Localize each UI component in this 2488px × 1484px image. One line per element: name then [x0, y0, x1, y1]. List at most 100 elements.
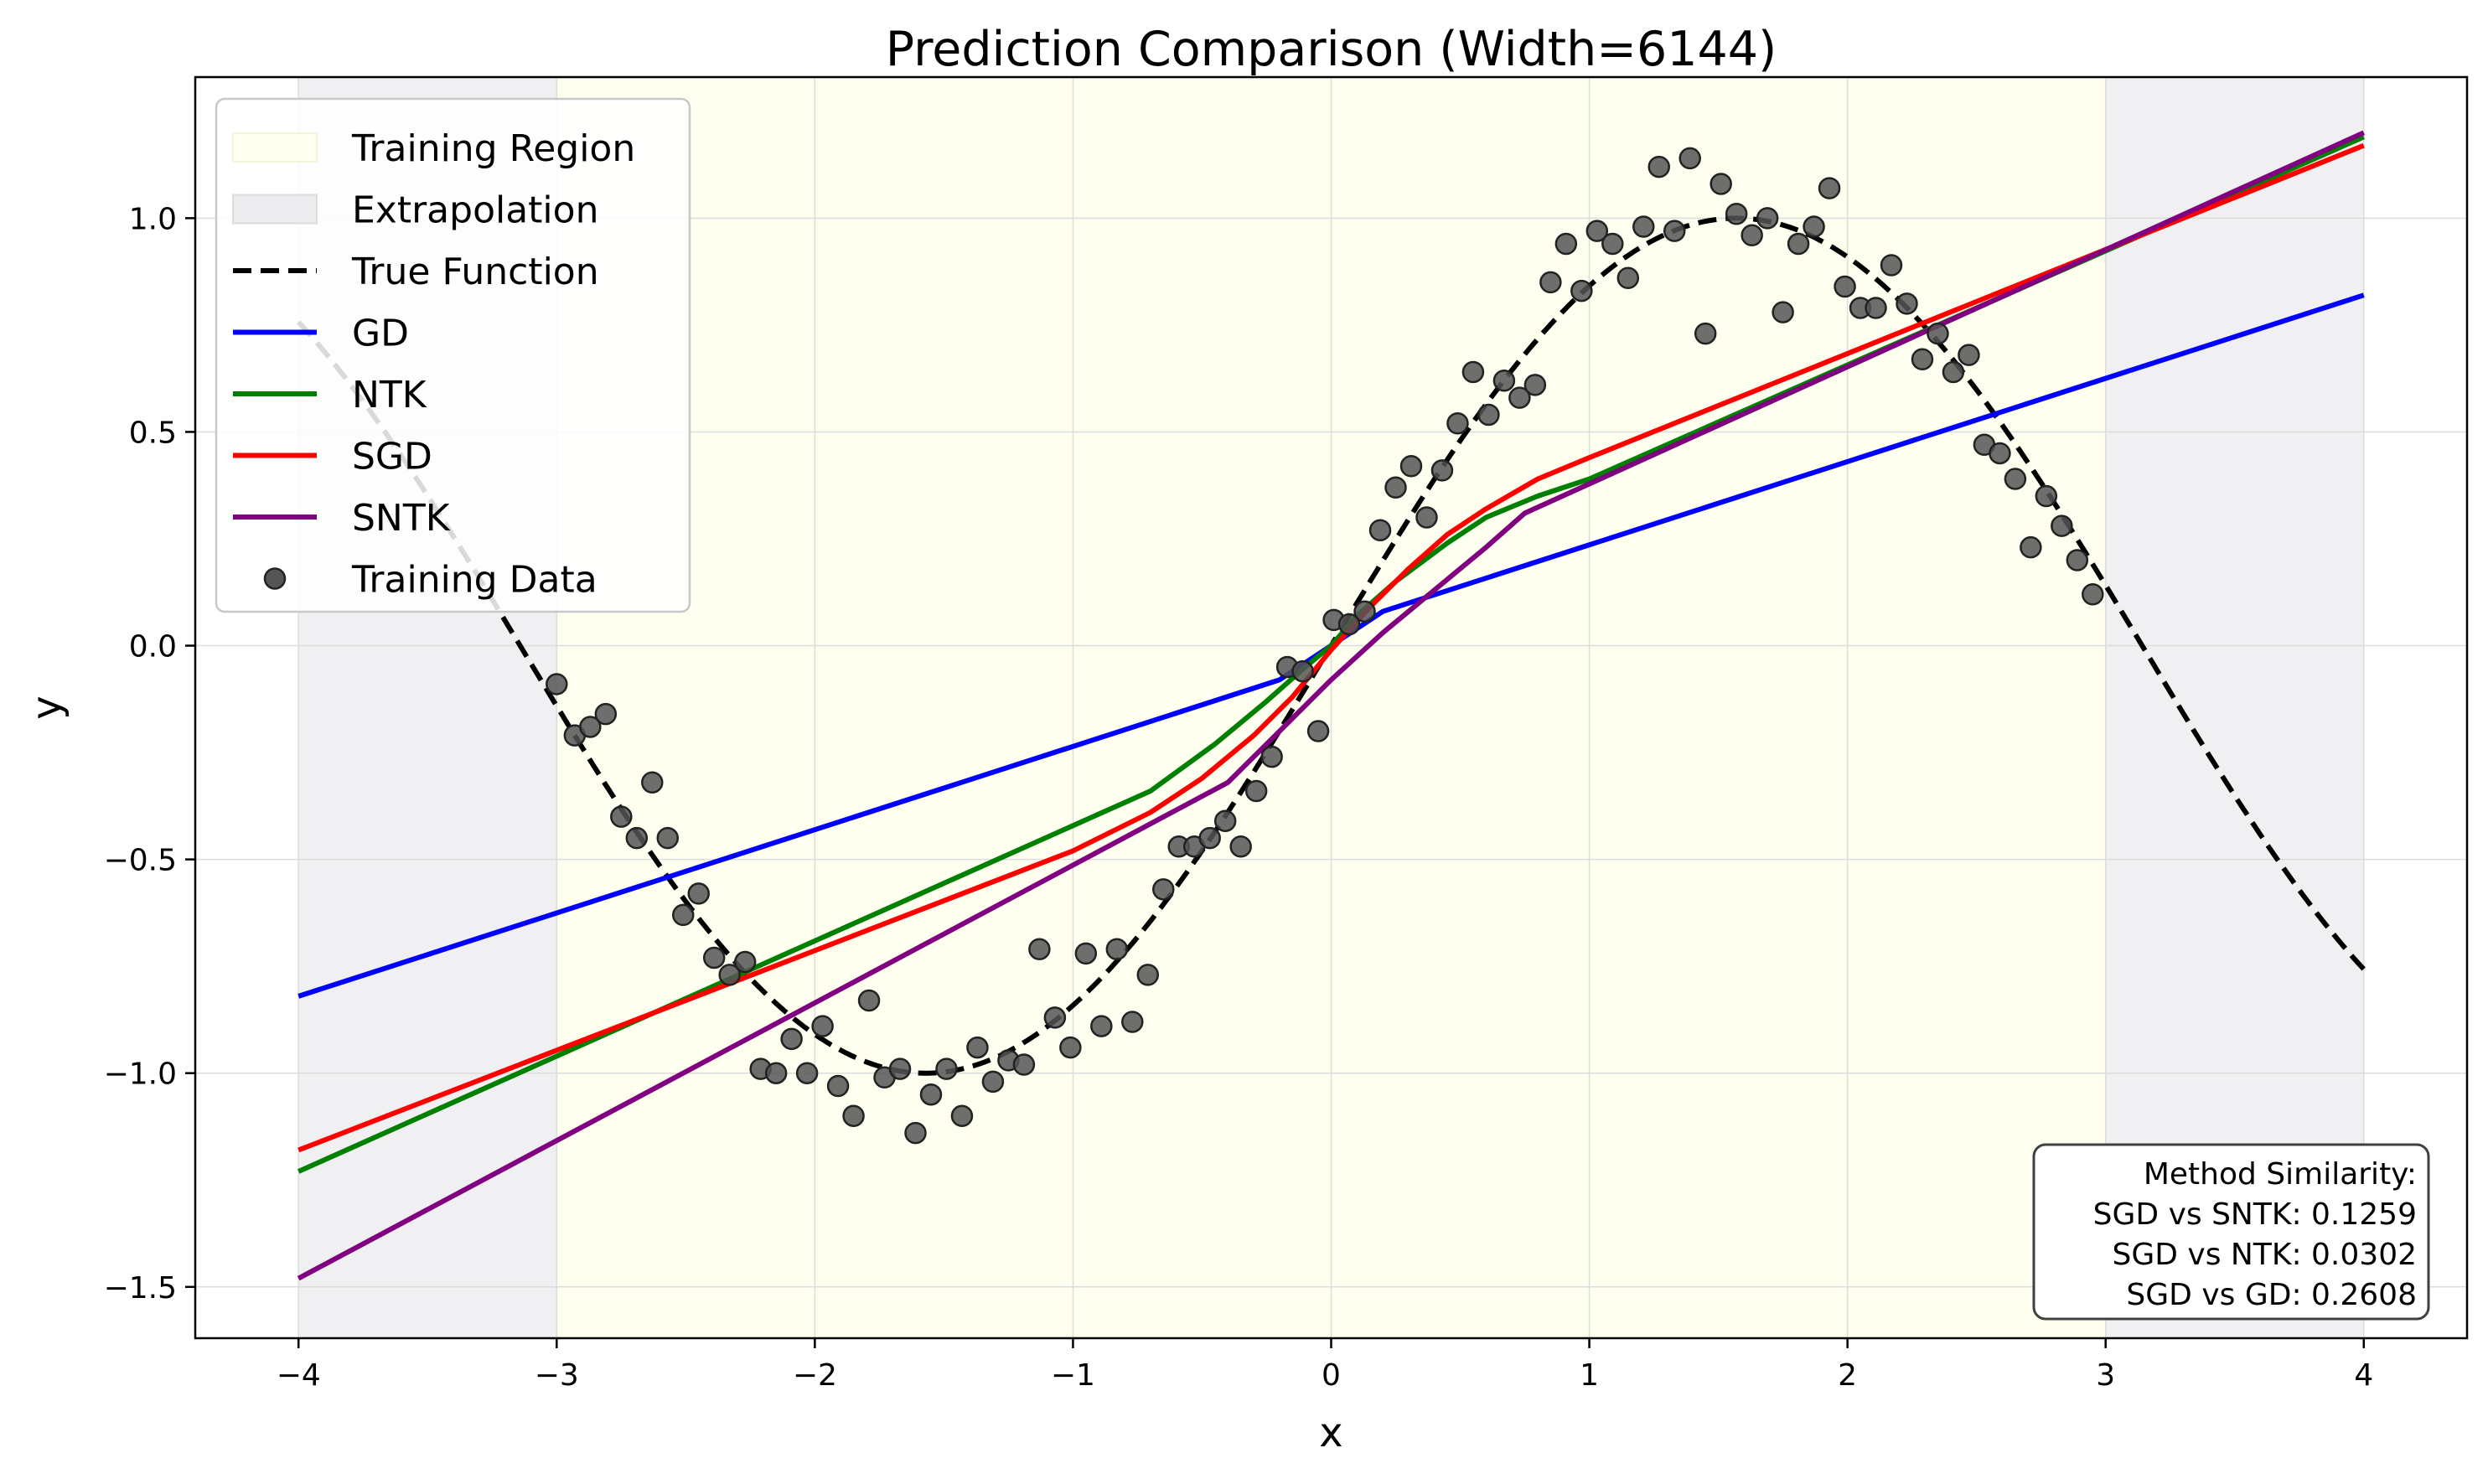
training-data-point-90: [1942, 360, 1965, 384]
training-data-point-80: [1787, 232, 1810, 256]
training-data-point-64: [1539, 271, 1562, 294]
training-data-point-58: [1446, 411, 1469, 435]
y-axis-label: y: [23, 695, 70, 719]
training-data-point-22: [888, 1057, 912, 1080]
x-tick-label-6: 2: [1838, 1358, 1857, 1393]
training-data-point-24: [919, 1083, 943, 1106]
training-data-point-36: [1105, 938, 1129, 960]
training-data-point-14: [764, 1062, 788, 1084]
training-data-point-9: [687, 882, 710, 905]
legend-label-ntk: NTK: [352, 374, 427, 416]
training-data-point-72: [1663, 220, 1686, 242]
series-line-sntk: [297, 130, 2366, 1281]
training-data-point-31: [1028, 938, 1051, 960]
training-data-point-98: [2066, 549, 2089, 571]
legend-label-training-data: Training Data: [351, 559, 597, 602]
training-data-point-67: [1585, 220, 1609, 242]
similarity-line-2: SGD vs NTK: 0.0302: [2113, 1238, 2417, 1272]
training-data-point-17: [811, 1015, 834, 1037]
training-data-point-8: [671, 903, 695, 927]
x-tick-label-7: 3: [2096, 1358, 2115, 1393]
legend-swatch-training-data: [263, 567, 287, 590]
training-data-point-43: [1213, 809, 1237, 832]
training-data-point-86: [1880, 254, 1903, 277]
training-data-point-89: [1927, 322, 1949, 345]
legend-label-training-region: Training Region: [351, 127, 635, 170]
y-tick-label-4: 0.5: [129, 416, 177, 450]
x-tick-label-4: 0: [1322, 1358, 1341, 1393]
training-data-point-70: [1632, 215, 1655, 238]
training-data-point-33: [1059, 1036, 1082, 1059]
legend-label-true-function: True Function: [351, 251, 599, 293]
training-data-point-48: [1291, 659, 1314, 683]
training-data-point-73: [1678, 147, 1701, 170]
training-data-point-82: [1818, 177, 1841, 199]
training-data-point-23: [904, 1121, 927, 1145]
training-data-point-42: [1198, 826, 1221, 850]
training-data-point-54: [1384, 476, 1407, 499]
training-data-point-44: [1229, 835, 1252, 858]
training-data-point-88: [1911, 348, 1934, 370]
training-data-point-81: [1803, 215, 1825, 238]
y-tick-label-0: −1.5: [104, 1271, 177, 1306]
similarity-line-1: SGD vs SNTK: 0.1259: [2093, 1197, 2417, 1232]
training-data-point-91: [1958, 344, 1980, 366]
axis-ticks: −4 −3 −2 −1 0 1 2 3 4 −1.5 −1.0 −0.5 0.0 0.5 1.0: [104, 202, 2374, 1393]
training-data-point-97: [2051, 514, 2073, 537]
training-data-point-93: [1989, 442, 2011, 465]
training-data-point-71: [1647, 155, 1670, 178]
legend-swatch-training-region: [232, 132, 318, 163]
training-data-point-76: [1725, 203, 1748, 225]
training-data-point-78: [1756, 207, 1779, 230]
training-data-points: [546, 147, 2104, 1145]
x-tick-label-0: −4: [277, 1358, 321, 1393]
training-data-point-37: [1121, 1011, 1144, 1033]
training-data-point-79: [1772, 301, 1794, 323]
training-data-point-2: [579, 716, 602, 738]
x-tick-label-2: −2: [793, 1358, 837, 1393]
legend-label-gd: GD: [352, 313, 409, 355]
training-data-point-95: [2020, 535, 2042, 559]
training-data-point-51: [1337, 613, 1361, 636]
x-tick-label-8: 4: [2354, 1358, 2373, 1393]
training-data-point-3: [594, 702, 618, 726]
training-data-point-46: [1260, 745, 1283, 768]
training-data-point-83: [1834, 275, 1856, 298]
training-data-point-87: [1896, 292, 1918, 315]
training-data-point-94: [2004, 468, 2027, 490]
training-data-point-45: [1244, 779, 1268, 803]
legend-label-sgd: SGD: [352, 436, 432, 478]
training-data-point-7: [656, 826, 680, 850]
training-data-point-53: [1368, 519, 1392, 542]
training-data-point-6: [641, 771, 664, 794]
similarity-line-3: SGD vs GD: 0.2608: [2126, 1278, 2417, 1312]
training-data-point-27: [966, 1036, 989, 1059]
training-data-point-49: [1306, 720, 1330, 742]
training-data-point-68: [1601, 232, 1624, 256]
training-data-point-35: [1090, 1015, 1113, 1037]
training-data-point-74: [1694, 322, 1717, 345]
training-data-point-38: [1136, 964, 1160, 986]
training-data-point-18: [826, 1074, 850, 1098]
training-data-point-26: [950, 1104, 974, 1127]
training-data-point-55: [1399, 455, 1423, 478]
x-tick-label-5: 1: [1580, 1358, 1599, 1393]
legend-box: [215, 97, 691, 613]
training-data-point-10: [702, 946, 726, 970]
training-data-point-11: [718, 964, 741, 986]
y-tick-label-3: 0.0: [129, 630, 177, 664]
y-tick-label-5: 1.0: [129, 202, 177, 236]
legend-label-sntk: SNTK: [352, 497, 451, 540]
legend-label-extrapolation: Extrapolation: [352, 189, 598, 232]
training-data-point-61: [1492, 369, 1516, 392]
training-data-point-65: [1554, 232, 1578, 256]
training-data-point-60: [1477, 403, 1500, 427]
training-data-point-32: [1043, 1006, 1067, 1029]
x-axis-label: x: [1319, 1409, 1342, 1456]
training-data-point-12: [733, 950, 757, 974]
training-data-point-96: [2035, 484, 2058, 508]
training-data-point-28: [981, 1070, 1005, 1094]
chart-title: Prediction Comparison (Width=6144): [886, 22, 1777, 77]
training-data-point-16: [795, 1062, 819, 1084]
